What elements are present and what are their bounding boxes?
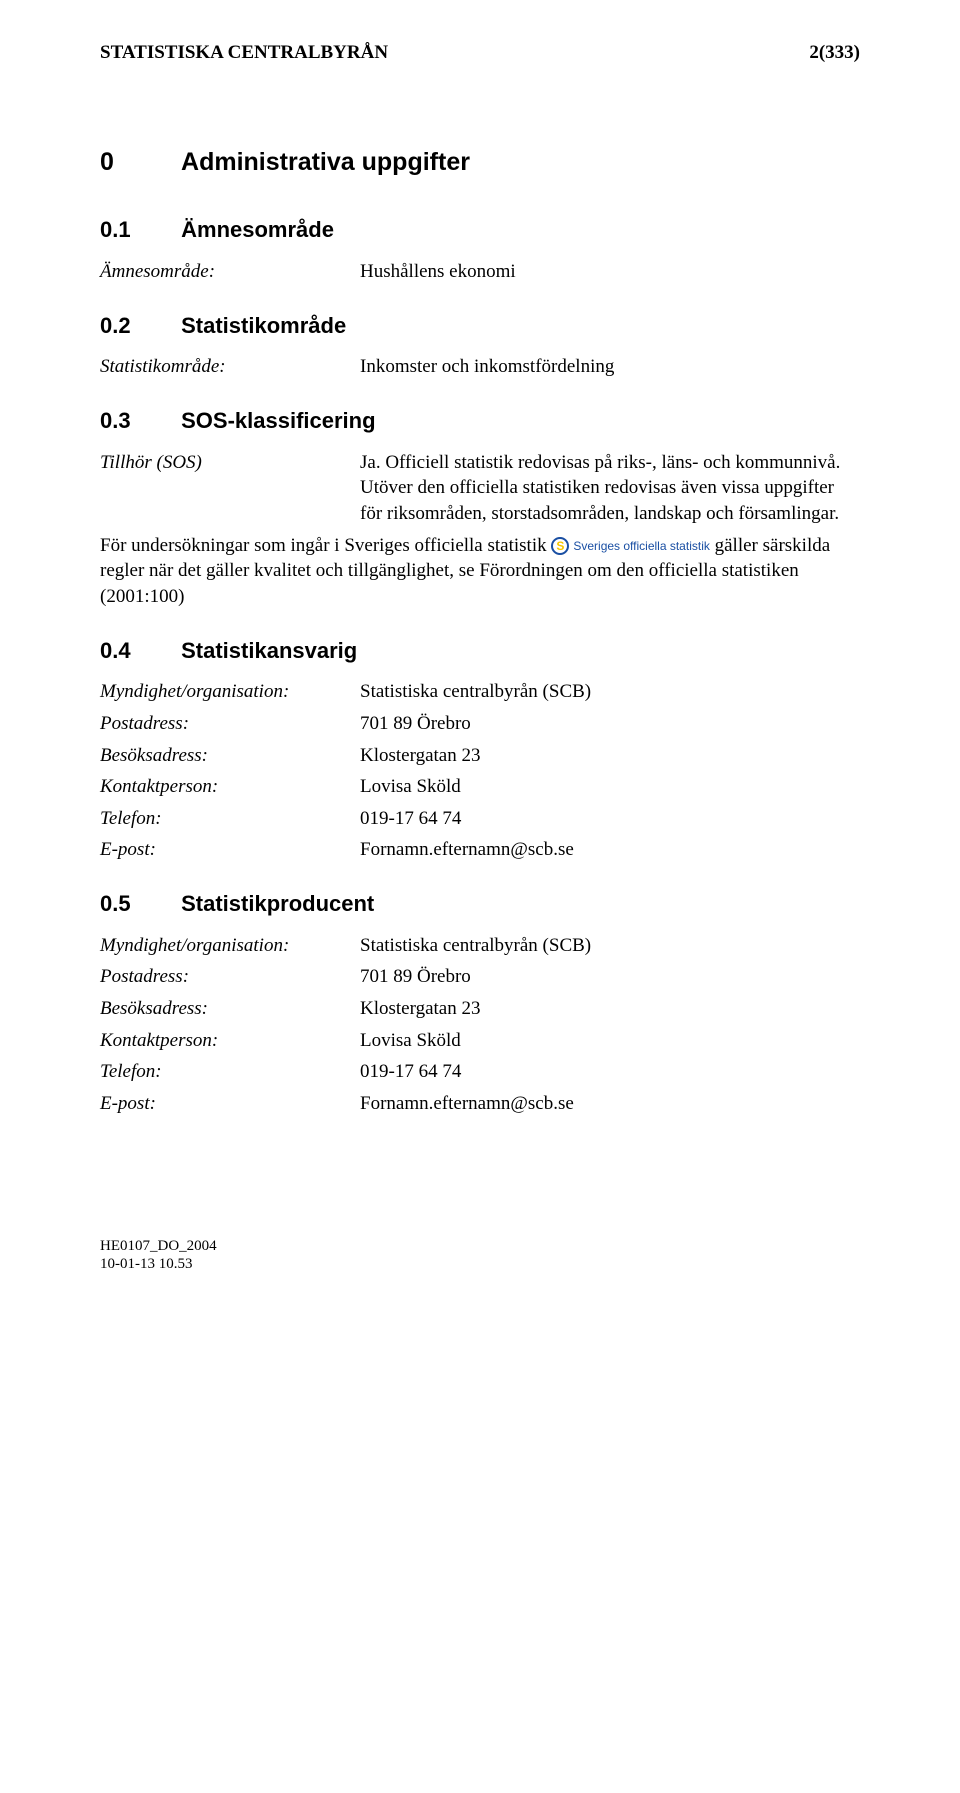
section-02-title: Statistikområde bbox=[181, 313, 346, 338]
statistikproducent-value: Statistiska centralbyrån (SCB) bbox=[360, 933, 860, 959]
statistikansvarig-row: E-post:Fornamn.efternamn@scb.se bbox=[100, 837, 860, 863]
statistikproducent-label: Postadress: bbox=[100, 964, 360, 990]
statistikansvarig-row: Kontaktperson:Lovisa Sköld bbox=[100, 774, 860, 800]
statistikansvarig-value: Lovisa Sköld bbox=[360, 774, 860, 800]
statistikansvarig-row: Postadress:701 89 Örebro bbox=[100, 711, 860, 737]
statistikansvarig-label: Telefon: bbox=[100, 806, 360, 832]
section-05-num: 0.5 bbox=[100, 889, 175, 919]
section-01-num: 0.1 bbox=[100, 215, 175, 245]
statistikansvarig-row: Besöksadress:Klostergatan 23 bbox=[100, 743, 860, 769]
section-05-heading: 0.5 Statistikproducent bbox=[100, 889, 860, 919]
page-number: 2(333) bbox=[809, 40, 860, 66]
org-name: STATISTISKA CENTRALBYRÅN bbox=[100, 40, 388, 66]
section-05-title: Statistikproducent bbox=[181, 891, 374, 916]
amnesomrade-label: Ämnesområde: bbox=[100, 259, 360, 285]
section-0-title: Administrativa uppgifter bbox=[181, 148, 470, 176]
sos-label: Tillhör (SOS) bbox=[100, 450, 360, 527]
section-04-title: Statistikansvarig bbox=[181, 638, 357, 663]
statistikproducent-row: Myndighet/organisation:Statistiska centr… bbox=[100, 933, 860, 959]
sos-logo-text: Sveriges officiella statistik bbox=[573, 538, 710, 554]
statistikansvarig-row: Telefon:019-17 64 74 bbox=[100, 806, 860, 832]
statistikansvarig-value: Statistiska centralbyrån (SCB) bbox=[360, 679, 860, 705]
footer-line-2: 10-01-13 10.53 bbox=[100, 1255, 860, 1274]
section-01-heading: 0.1 Ämnesområde bbox=[100, 215, 860, 245]
section-04-heading: 0.4 Statistikansvarig bbox=[100, 636, 860, 666]
statistikproducent-row: Postadress:701 89 Örebro bbox=[100, 964, 860, 990]
statistikproducent-label: Besöksadress: bbox=[100, 996, 360, 1022]
statistikproducent-row: Kontaktperson:Lovisa Sköld bbox=[100, 1028, 860, 1054]
statistikproducent-value: 019-17 64 74 bbox=[360, 1059, 860, 1085]
page-header: STATISTISKA CENTRALBYRÅN 2(333) bbox=[100, 40, 860, 66]
section-03-num: 0.3 bbox=[100, 406, 175, 436]
sos-para-before: För undersökningar som ingår i Sveriges … bbox=[100, 535, 547, 556]
statistikproducent-value: 701 89 Örebro bbox=[360, 964, 860, 990]
section-03-heading: 0.3 SOS-klassificering bbox=[100, 406, 860, 436]
footer-line-1: HE0107_DO_2004 bbox=[100, 1237, 860, 1256]
sos-logo-icon: S Sveriges officiella statistik bbox=[551, 537, 710, 555]
page-footer: HE0107_DO_2004 10-01-13 10.53 bbox=[100, 1237, 860, 1275]
statistikansvarig-value: Klostergatan 23 bbox=[360, 743, 860, 769]
statistikproducent-label: Kontaktperson: bbox=[100, 1028, 360, 1054]
statistikansvarig-label: Myndighet/organisation: bbox=[100, 679, 360, 705]
statistikomrade-label: Statistikområde: bbox=[100, 354, 360, 380]
statistikproducent-value: Lovisa Sköld bbox=[360, 1028, 860, 1054]
section-0-heading: 0 Administrativa uppgifter bbox=[100, 146, 860, 180]
statistikproducent-row: Telefon:019-17 64 74 bbox=[100, 1059, 860, 1085]
statistikansvarig-value: 701 89 Örebro bbox=[360, 711, 860, 737]
statistikproducent-value: Fornamn.efternamn@scb.se bbox=[360, 1091, 860, 1117]
statistikproducent-label: Myndighet/organisation: bbox=[100, 933, 360, 959]
statistikansvarig-block: Myndighet/organisation:Statistiska centr… bbox=[100, 679, 860, 863]
sos-paragraph: För undersökningar som ingår i Sveriges … bbox=[100, 533, 860, 610]
statistikansvarig-row: Myndighet/organisation:Statistiska centr… bbox=[100, 679, 860, 705]
statistikansvarig-label: Postadress: bbox=[100, 711, 360, 737]
section-02-num: 0.2 bbox=[100, 311, 175, 341]
statistikproducent-row: E-post:Fornamn.efternamn@scb.se bbox=[100, 1091, 860, 1117]
section-03-title: SOS-klassificering bbox=[181, 408, 375, 433]
sos-logo-circle-icon: S bbox=[551, 537, 569, 555]
section-04-num: 0.4 bbox=[100, 636, 175, 666]
statistikproducent-row: Besöksadress:Klostergatan 23 bbox=[100, 996, 860, 1022]
statistikansvarig-value: Fornamn.efternamn@scb.se bbox=[360, 837, 860, 863]
statistikansvarig-label: Kontaktperson: bbox=[100, 774, 360, 800]
section-02-heading: 0.2 Statistikområde bbox=[100, 311, 860, 341]
amnesomrade-value: Hushållens ekonomi bbox=[360, 259, 860, 285]
sos-value: Ja. Officiell statistik redovisas på rik… bbox=[360, 450, 860, 527]
statistikomrade-row: Statistikområde: Inkomster och inkomstfö… bbox=[100, 354, 860, 380]
section-0-num: 0 bbox=[100, 146, 175, 180]
section-01-title: Ämnesområde bbox=[181, 217, 334, 242]
statistikproducent-label: Telefon: bbox=[100, 1059, 360, 1085]
statistikproducent-label: E-post: bbox=[100, 1091, 360, 1117]
statistikansvarig-label: E-post: bbox=[100, 837, 360, 863]
statistikansvarig-value: 019-17 64 74 bbox=[360, 806, 860, 832]
statistikansvarig-label: Besöksadress: bbox=[100, 743, 360, 769]
statistikproducent-value: Klostergatan 23 bbox=[360, 996, 860, 1022]
statistikomrade-value: Inkomster och inkomstfördelning bbox=[360, 354, 860, 380]
statistikproducent-block: Myndighet/organisation:Statistiska centr… bbox=[100, 933, 860, 1117]
amnesomrade-row: Ämnesområde: Hushållens ekonomi bbox=[100, 259, 860, 285]
sos-row: Tillhör (SOS) Ja. Officiell statistik re… bbox=[100, 450, 860, 527]
